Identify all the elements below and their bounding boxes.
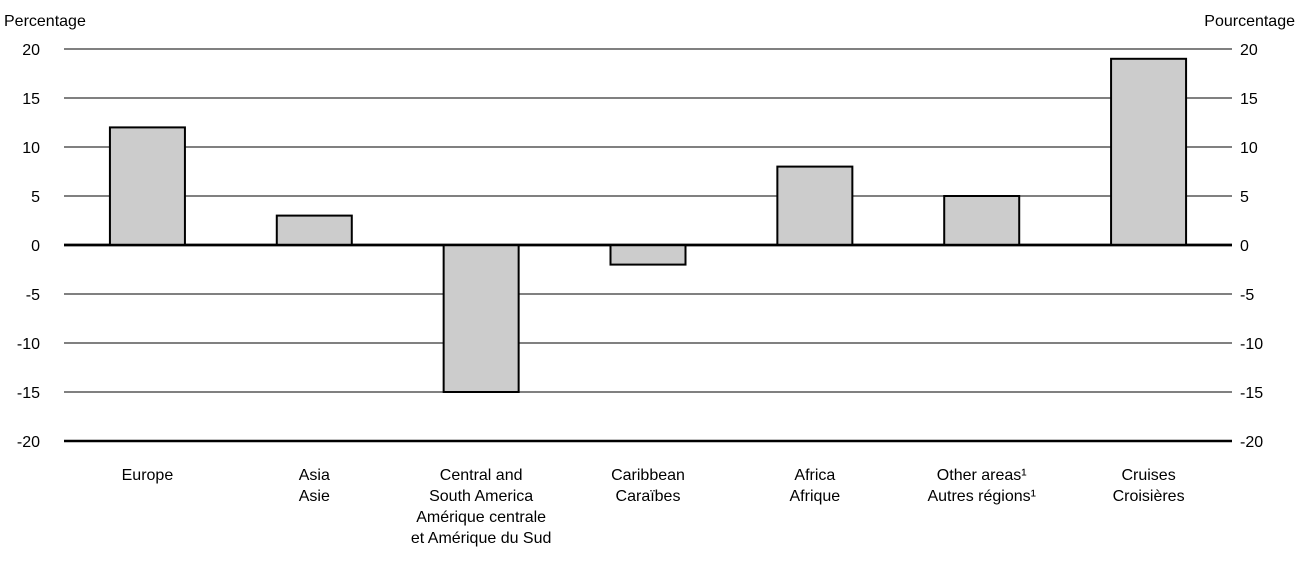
category-label-line: Other areas¹ [937,467,1027,484]
y-tick-label-left: 10 [22,140,40,157]
category-label-line: Autres régions¹ [927,488,1036,505]
category-label-line: Asia [299,467,330,484]
category-label-line: Caraïbes [616,488,681,505]
bar [442,244,520,393]
bars [108,57,1188,393]
y-axis-title-right: Pourcentage [1204,13,1295,30]
category-label: Europe [122,467,174,484]
category-label: Caribbean Caraïbes [611,467,685,505]
y-tick-label-right: -10 [1240,336,1263,353]
category-labels: Europe Asia Asie Central and South America Am… [122,467,1185,547]
category-label: Central and South America Amérique central… [411,467,552,547]
bar [776,165,854,247]
category-label-line: South America [429,488,533,505]
category-label-line: Europe [122,467,174,484]
y-tick-label-right: 20 [1240,42,1258,59]
y-tick-label-right: -15 [1240,385,1263,402]
y-tick-label-right: 15 [1240,91,1258,108]
category-label-line: Caribbean [611,467,685,484]
y-tick-label-left: -15 [17,385,40,402]
y-tick-label-left: 20 [22,42,40,59]
y-tick-label-left: -5 [26,287,40,304]
category-label: Cruises Croisières [1113,467,1185,505]
y-tick-label-right: -20 [1240,434,1263,451]
category-label-line: Afrique [790,488,841,505]
bar [108,126,186,246]
bar [609,244,687,266]
y-tick-label-right: -5 [1240,287,1254,304]
y-tick-label-left: -20 [17,434,40,451]
category-label-line: Croisières [1113,488,1185,505]
y-ticks-right: 20 15 10 5 0 -5 -10 -15 -20 [1240,42,1263,451]
category-label-line: et Amérique du Sud [411,530,552,547]
y-tick-label-right: 10 [1240,140,1258,157]
bar [943,195,1021,246]
bar [275,214,353,247]
y-tick-label-right: 5 [1240,189,1249,206]
category-label-line: Africa [794,467,835,484]
category-label: Africa Afrique [790,467,841,505]
category-label-line: Asie [299,488,330,505]
y-ticks-left: 20 15 10 5 0 -5 -10 -15 -20 [17,42,40,451]
y-tick-label-right: 0 [1240,238,1249,255]
category-label-line: Cruises [1121,467,1175,484]
y-tick-label-left: 15 [22,91,40,108]
y-axis-title-left: Percentage [4,13,86,30]
y-tick-label-left: 5 [31,189,40,206]
y-tick-label-left: 0 [31,238,40,255]
y-tick-label-left: -10 [17,336,40,353]
category-label-line: Central and [440,467,523,484]
category-label-line: Amérique centrale [416,509,546,526]
category-label: Asia Asie [299,467,330,505]
bar [1110,57,1188,246]
category-label: Other areas¹ Autres régions¹ [927,467,1036,505]
